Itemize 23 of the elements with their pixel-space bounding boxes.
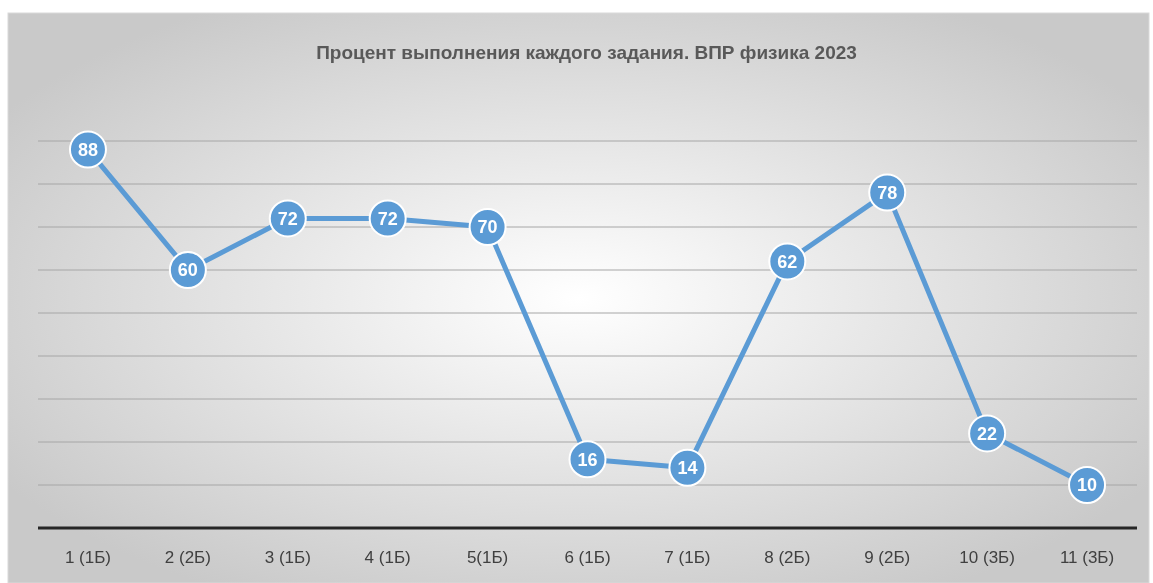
x-tick-label: 9 (2Б): [864, 548, 911, 567]
data-label: 22: [977, 423, 998, 444]
x-tick-label: 10 (3Б): [959, 548, 1015, 567]
x-tick-label: 1 (1Б): [64, 548, 112, 567]
data-label: 88: [77, 139, 98, 160]
data-label: 14: [677, 458, 698, 479]
x-tick-label: 3 (1Б): [264, 548, 311, 567]
x-tick-label: 4 (1Б): [364, 548, 411, 567]
x-tick-label: 7 (1Б): [664, 548, 711, 567]
data-label: 78: [877, 182, 898, 203]
x-tick-label: 8 (2Б): [764, 548, 811, 567]
data-label: 62: [777, 251, 798, 272]
x-tick-label: 5(1Б): [466, 548, 509, 567]
data-label: 10: [1077, 475, 1098, 496]
x-tick-label: 6 (1Б): [564, 548, 611, 567]
data-label: 72: [377, 208, 398, 229]
data-label: 16: [577, 449, 598, 470]
data-label: 60: [177, 260, 198, 281]
x-tick-label: 11 (3Б): [1059, 548, 1115, 567]
data-label: 70: [477, 217, 498, 238]
x-tick-label: 2 (2Б): [164, 548, 211, 567]
data-label: 72: [277, 208, 298, 229]
chart-title: Процент выполнения каждого задания. ВПР физика 2023: [316, 42, 857, 63]
